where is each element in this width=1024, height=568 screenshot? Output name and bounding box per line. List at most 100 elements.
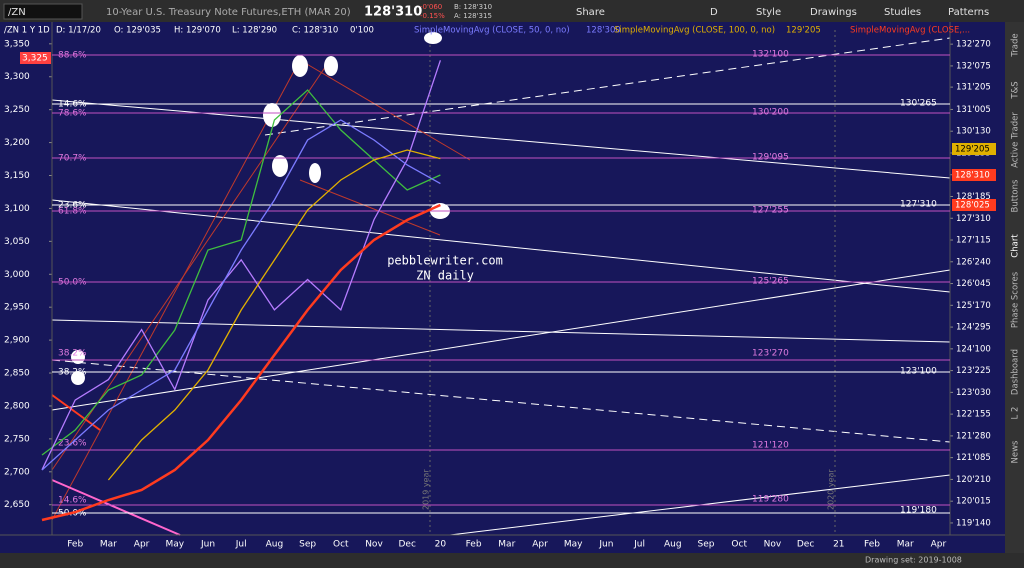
trendline: [51, 479, 181, 536]
y-tick-label: 2,700: [4, 467, 30, 477]
y2-tick-label: 130'130: [956, 127, 991, 137]
moving-average: [41, 119, 441, 471]
patterns-button[interactable]: Patterns: [948, 7, 989, 18]
y2-tick-label: 120'015: [956, 497, 991, 507]
y2-tick-label: 131'205: [956, 83, 991, 93]
x-tick-label: Mar: [498, 540, 515, 550]
y-tick-label: 2,800: [4, 401, 30, 411]
last-label-bg: [952, 143, 996, 155]
y2-tick-label: 132'075: [956, 61, 991, 71]
trendline: [264, 37, 951, 136]
legend-entry: SimpleMovingAvg (CLOSE,...: [850, 26, 970, 36]
x-tick-label: Jul: [633, 540, 645, 550]
watermark: pebblewriter.com: [387, 254, 503, 268]
price-line: [41, 60, 442, 471]
change: -0'060: [420, 3, 442, 11]
y-tick-label: 2,650: [4, 500, 30, 510]
y-tick-label: 3,300: [4, 72, 30, 82]
y2-tick-label: 124'295: [956, 323, 991, 333]
y2-tick-label: 124'100: [956, 344, 991, 354]
y-tick-label: 2,750: [4, 434, 30, 444]
legend-info: H: 129'070: [174, 26, 221, 36]
change-pct: -0.15%: [420, 12, 445, 20]
legend-info: D: 1/17/20: [56, 26, 101, 36]
trendline: [51, 199, 951, 293]
level-label: 132'100: [752, 50, 789, 60]
side-tab[interactable]: Chart: [1011, 234, 1021, 258]
y2-tick-label: 120'210: [956, 475, 991, 485]
side-tab[interactable]: Active Trader: [1011, 112, 1021, 168]
side-tab[interactable]: T&S: [1011, 81, 1021, 99]
x-tick-label: Mar: [100, 540, 117, 550]
side-tab[interactable]: Buttons: [1011, 179, 1021, 212]
level-label: 119'280: [752, 495, 789, 505]
y2-tick-label: 123'030: [956, 388, 991, 398]
x-tick-label: Nov: [365, 540, 383, 550]
bid: B: 128'310: [454, 3, 492, 11]
y-tick-label: 3,250: [4, 105, 30, 115]
marker: [324, 56, 338, 76]
x-tick-label: Dec: [398, 540, 415, 550]
legend-value: 128'300: [586, 26, 621, 36]
trendline: [51, 269, 951, 411]
side-tab[interactable]: Phase Scores: [1011, 271, 1021, 328]
legend-info: /ZN 1 Y 1D: [4, 26, 50, 36]
marker: [292, 55, 308, 77]
x-tick-label: Jun: [598, 540, 613, 550]
x-tick-label: Nov: [764, 540, 782, 550]
y-tick-label: 2,900: [4, 336, 30, 346]
level-label: 123'270: [752, 349, 789, 359]
x-tick-label: Feb: [466, 540, 482, 550]
level-label: 127'310: [900, 200, 937, 210]
trendline: [51, 359, 951, 443]
y-tick-label: 3,000: [4, 270, 30, 280]
period-button[interactable]: D: [710, 7, 718, 18]
side-tab[interactable]: News: [1011, 440, 1021, 464]
x-tick-label: Aug: [266, 540, 284, 550]
side-tab[interactable]: Dashboard: [1011, 349, 1021, 395]
y2-tick-label: 128'185: [956, 192, 991, 202]
y-tick-label: 3,100: [4, 204, 30, 214]
toolbar: [0, 0, 1024, 22]
x-tick-label: Jun: [200, 540, 215, 550]
level-label: 121'120: [752, 441, 789, 451]
x-tick-label: 20: [435, 540, 447, 550]
fib-label: 23.6%: [58, 439, 87, 449]
footer: [0, 553, 1024, 568]
x-tick-label: Jul: [235, 540, 247, 550]
y2-tick-label: 127'115: [956, 236, 991, 246]
x-tick-label: Apr: [134, 540, 150, 550]
last-label: 129'205: [955, 145, 990, 155]
year-label: 2019 year: [422, 469, 431, 510]
studies-button[interactable]: Studies: [884, 7, 921, 18]
x-tick-label: 21: [833, 540, 844, 550]
y2-tick-label: 123'225: [956, 366, 991, 376]
x-tick-label: Sep: [299, 540, 316, 550]
side-tab[interactable]: L 2: [1011, 407, 1021, 420]
level-label: 129'095: [752, 153, 789, 163]
y-tick-label: 3,150: [4, 171, 30, 181]
trendline: [299, 179, 441, 236]
drawings-button[interactable]: Drawings: [810, 7, 857, 18]
marker: [424, 32, 442, 44]
drawing-set: Drawing set: 2019-1008: [865, 556, 962, 565]
fib-label: 14.6%: [58, 496, 87, 506]
share-button[interactable]: Share: [576, 7, 605, 18]
marker: [71, 371, 85, 385]
legend-entry: SimpleMovingAvg (CLOSE, 100, 0, no): [614, 26, 775, 36]
style-button[interactable]: Style: [756, 7, 781, 18]
symbol[interactable]: /ZN: [8, 7, 26, 18]
y2-tick-label: 119'140: [956, 518, 991, 528]
legend-info: C: 128'310: [292, 26, 338, 36]
y2-tick-label: 126'240: [956, 257, 991, 267]
legend-info: O: 129'035: [114, 26, 161, 36]
side-tab[interactable]: Trade: [1011, 33, 1021, 57]
level-label: 125'265: [752, 277, 789, 287]
side-strip: [1005, 22, 1024, 553]
x-tick-label: Aug: [664, 540, 682, 550]
legend-value: 129'205: [786, 26, 821, 36]
symbol-box[interactable]: [3, 3, 83, 20]
y2-tick-label: 122'155: [956, 410, 991, 420]
x-tick-label: May: [165, 540, 184, 550]
